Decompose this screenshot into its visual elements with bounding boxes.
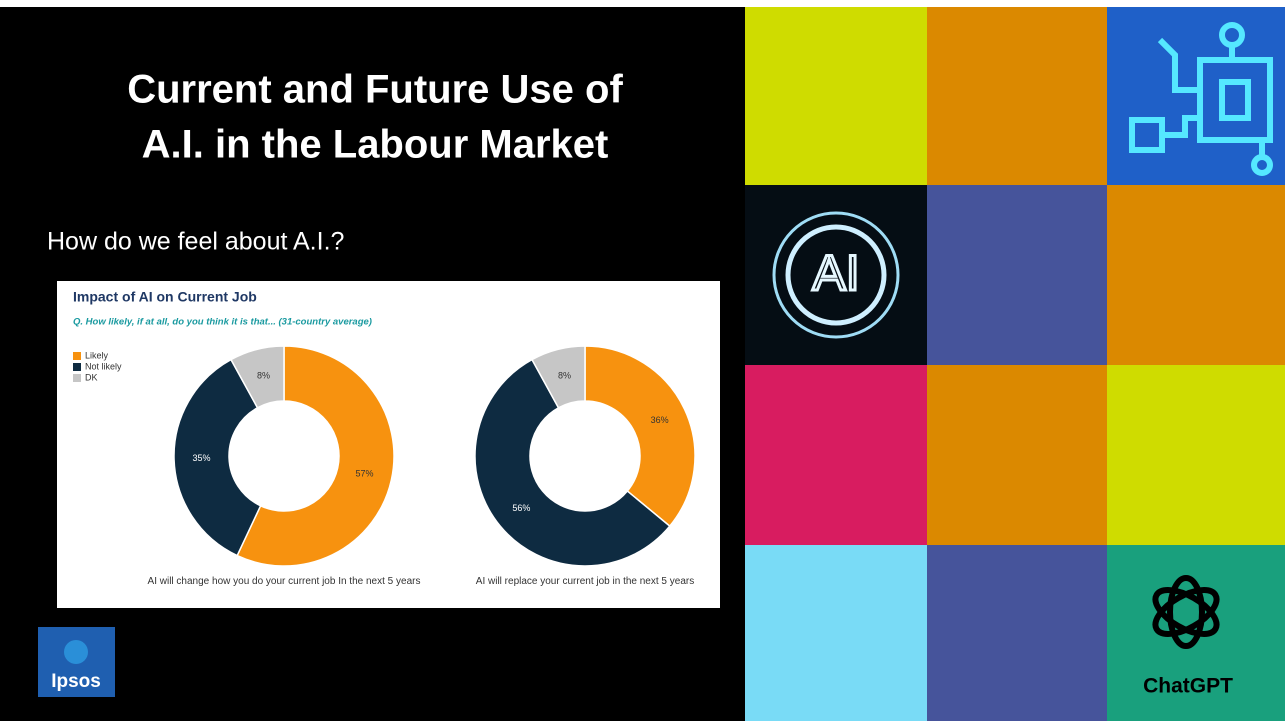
tile (927, 545, 1107, 721)
data-label: 35% (193, 453, 211, 463)
chart-subtitle: Q. How likely, if at all, do you think i… (73, 317, 372, 328)
donut-segment (530, 345, 586, 409)
logo-figure (64, 640, 88, 664)
donut-segment (236, 345, 395, 567)
ai-ring (785, 224, 887, 326)
data-label: 56% (512, 503, 530, 513)
slide-subtitle: How do we feel about A.I.? (47, 228, 344, 256)
tile (745, 365, 927, 545)
legend-label: Likely (85, 350, 109, 360)
legend-swatch (73, 374, 81, 382)
chart-caption: AI will change how you do your current j… (147, 576, 421, 587)
chatgpt-label: ChatGPT (1143, 675, 1233, 698)
donut-segment (474, 358, 671, 567)
slide-title: A.I. in the Labour Market (142, 123, 609, 167)
tile (1107, 365, 1285, 545)
legend-label: DK (85, 372, 98, 382)
slide-title: Current and Future Use of (127, 68, 623, 112)
data-label: 57% (356, 468, 374, 478)
legend-swatch (73, 363, 81, 371)
tile (745, 7, 927, 185)
data-label: 8% (558, 370, 571, 380)
tile (1107, 185, 1285, 365)
legend-label: Not likely (85, 361, 122, 371)
chart-title: Impact of AI on Current Job (73, 289, 257, 305)
donut-segment (173, 358, 262, 557)
data-label: 36% (651, 415, 669, 425)
tile (927, 185, 1107, 365)
circuit-icon (1129, 22, 1273, 176)
donut-segment (584, 345, 696, 528)
data-label: 8% (257, 370, 270, 380)
ai-label: AI (812, 245, 859, 301)
tile (927, 7, 1107, 185)
tile-circuit (1107, 7, 1285, 185)
legend-swatch (73, 352, 81, 360)
ai-ring (772, 211, 900, 339)
donut-segment (229, 345, 285, 409)
tile (927, 365, 1107, 545)
chatgpt-icon (1152, 575, 1220, 649)
chart-caption: AI will replace your current job in the … (475, 576, 695, 587)
logo-text: Ipsos (51, 671, 101, 692)
tile (745, 545, 927, 721)
